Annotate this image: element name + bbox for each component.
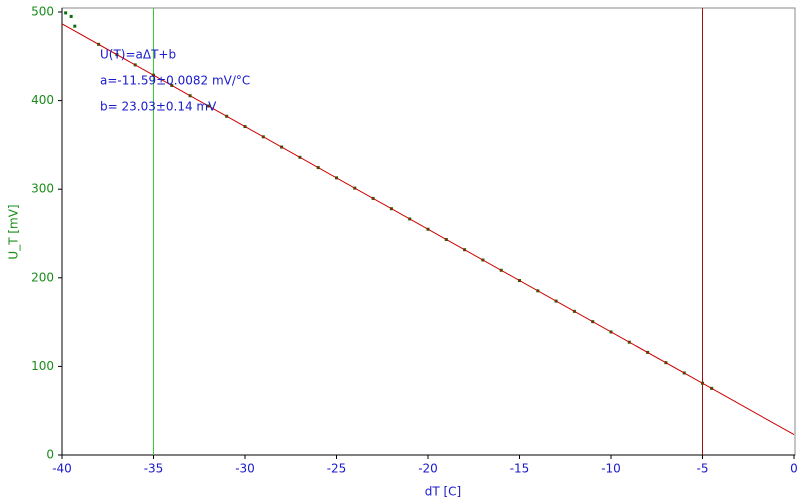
- y-tick-label: 0: [46, 448, 54, 462]
- x-tick-label: -15: [510, 462, 530, 476]
- x-tick-label: -25: [327, 462, 347, 476]
- y-tick-label: 200: [31, 270, 54, 284]
- y-axis-label: U_T [mV]: [7, 204, 21, 259]
- data-point: [73, 24, 77, 28]
- data-point: [69, 14, 73, 18]
- fit-line: [61, 23, 795, 436]
- x-tick-label: -35: [144, 462, 164, 476]
- fit-annotation: b= 23.03±0.14 mV: [100, 100, 217, 114]
- y-tick-label: 400: [31, 93, 54, 107]
- data-point: [64, 11, 68, 15]
- x-tick-label: -5: [697, 462, 709, 476]
- fit-annotation: a=-11.59±0.0082 mV/°C: [100, 74, 250, 88]
- fit-annotation: U(T)=aΔT+b: [100, 48, 176, 62]
- y-tick-label: 300: [31, 182, 54, 196]
- y-tick-label: 500: [31, 5, 54, 19]
- x-axis-label: dT [C]: [425, 485, 462, 499]
- y-tick-label: 100: [31, 359, 54, 373]
- x-tick-label: -40: [52, 462, 72, 476]
- x-tick-label: -20: [418, 462, 438, 476]
- x-tick-label: -30: [235, 462, 255, 476]
- x-tick-label: -10: [601, 462, 621, 476]
- x-tick-label: 0: [790, 462, 798, 476]
